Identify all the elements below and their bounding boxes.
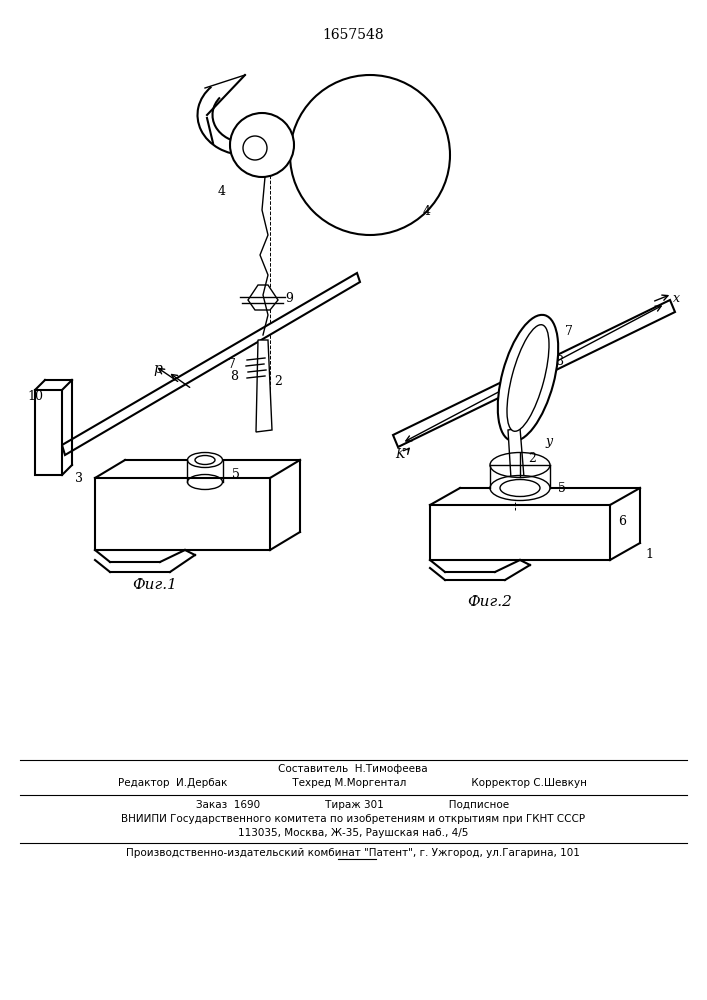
Circle shape — [243, 136, 267, 160]
Text: 1657548: 1657548 — [322, 28, 384, 42]
Text: 10: 10 — [27, 390, 43, 403]
Text: x: x — [673, 292, 680, 305]
Text: 2: 2 — [528, 452, 536, 465]
Text: 4: 4 — [423, 205, 431, 218]
Text: 9: 9 — [285, 292, 293, 305]
Text: 8: 8 — [555, 355, 563, 368]
Text: 8: 8 — [230, 370, 238, 383]
Text: Составитель  Н.Тимофеева: Составитель Н.Тимофеева — [278, 764, 428, 774]
Text: 5: 5 — [232, 468, 240, 481]
Ellipse shape — [507, 325, 549, 431]
Ellipse shape — [195, 456, 215, 464]
Text: Заказ  1690                    Тираж 301                    Подписное: Заказ 1690 Тираж 301 Подписное — [197, 800, 510, 810]
Text: K: K — [395, 448, 404, 461]
Text: Фиг.2: Фиг.2 — [467, 595, 513, 609]
Polygon shape — [248, 285, 278, 310]
Text: 113035, Москва, Ж-35, Раушская наб., 4/5: 113035, Москва, Ж-35, Раушская наб., 4/5 — [238, 828, 468, 838]
Circle shape — [230, 113, 294, 177]
Ellipse shape — [187, 452, 223, 468]
Text: Производственно-издательский комбинат "Патент", г. Ужгород, ул.Гагарина, 101: Производственно-издательский комбинат "П… — [126, 848, 580, 858]
Text: ВНИИПИ Государственного комитета по изобретениям и открытиям при ГКНТ СССР: ВНИИПИ Государственного комитета по изоб… — [121, 814, 585, 824]
Text: 7: 7 — [565, 325, 573, 338]
Text: 1: 1 — [645, 548, 653, 561]
Ellipse shape — [498, 315, 559, 441]
Polygon shape — [256, 340, 272, 432]
Text: Редактор  И.Дербак                    Техред М.Моргентал                    Корр: Редактор И.Дербак Техред М.Моргентал Кор… — [119, 778, 588, 788]
Polygon shape — [35, 390, 62, 475]
Text: 6: 6 — [618, 515, 626, 528]
Ellipse shape — [500, 480, 540, 496]
Polygon shape — [508, 428, 525, 495]
Polygon shape — [393, 300, 675, 447]
Polygon shape — [62, 273, 360, 455]
Text: 3: 3 — [75, 472, 83, 485]
Text: 4: 4 — [218, 185, 226, 198]
Text: 5: 5 — [558, 482, 566, 495]
Text: р: р — [153, 362, 162, 376]
Text: 2: 2 — [274, 375, 282, 388]
Text: L: L — [530, 352, 538, 365]
Text: y: y — [545, 435, 552, 448]
Text: Фиг.1: Фиг.1 — [133, 578, 177, 592]
Ellipse shape — [490, 476, 550, 500]
Text: 7: 7 — [228, 358, 236, 371]
Circle shape — [290, 75, 450, 235]
